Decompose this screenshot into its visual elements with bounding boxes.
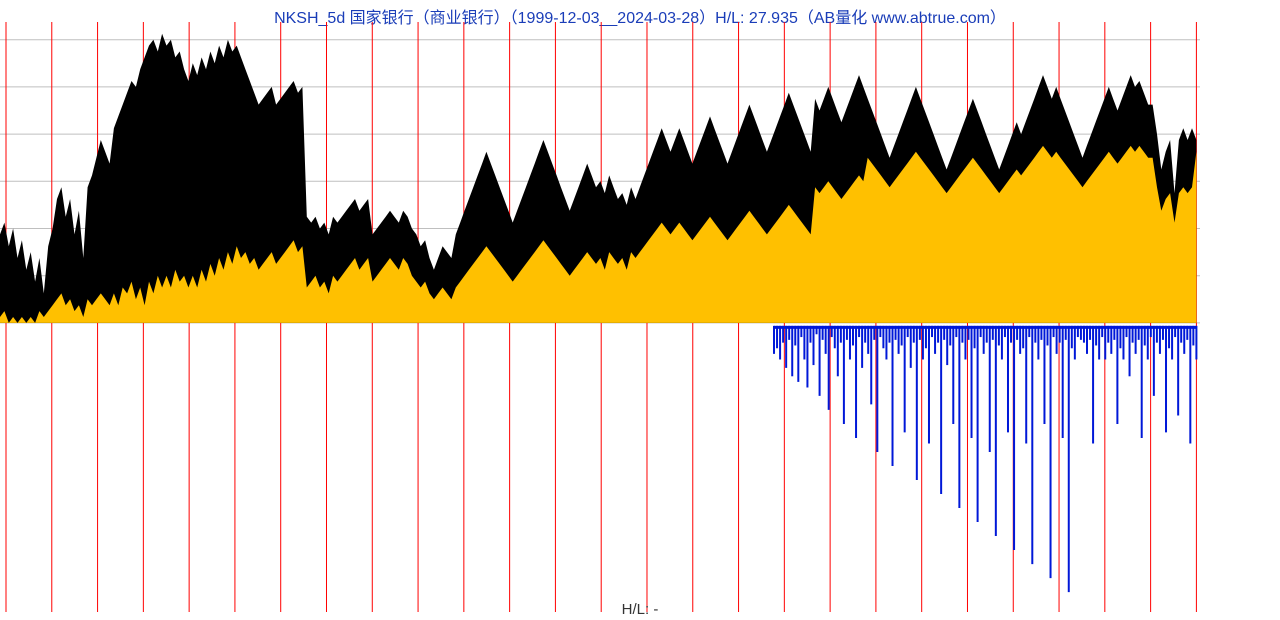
footer-label: H/L: - bbox=[0, 601, 1280, 618]
chart-svg bbox=[0, 22, 1200, 612]
chart-stage bbox=[0, 22, 1200, 612]
